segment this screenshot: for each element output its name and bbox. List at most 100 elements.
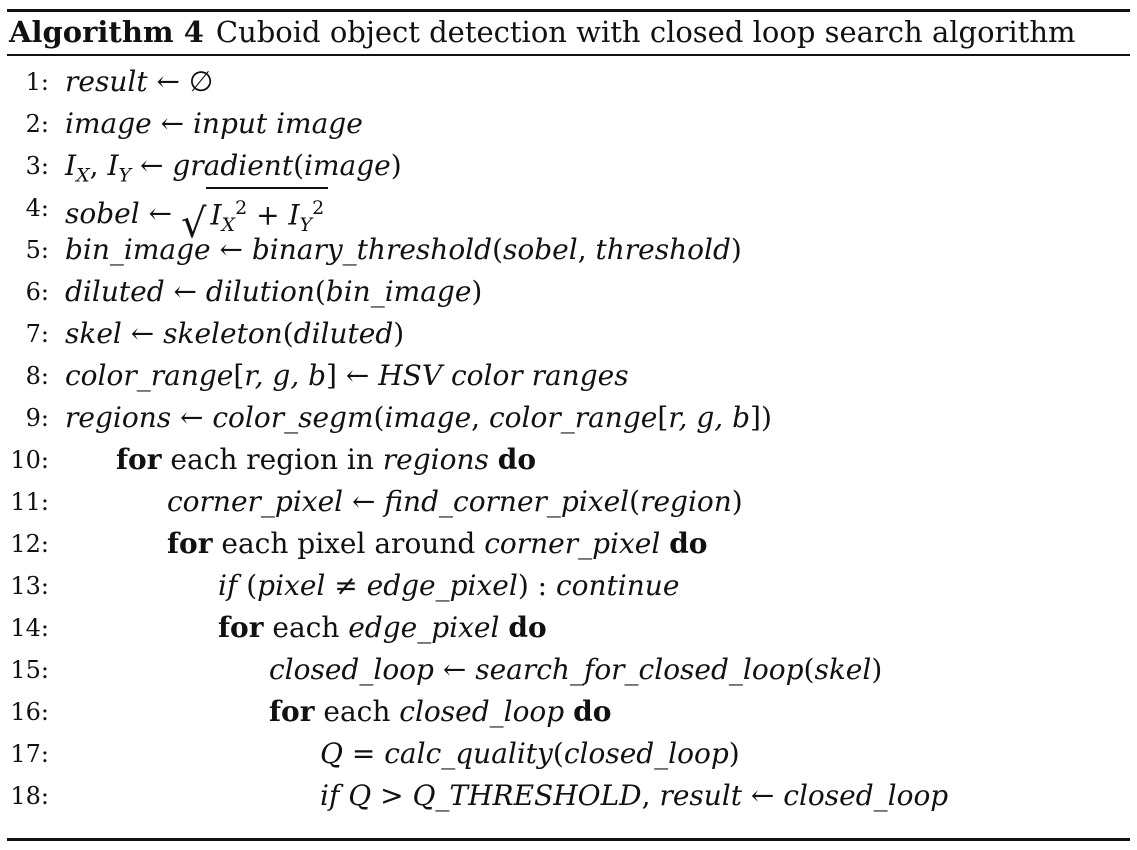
line-code: image ← input image <box>65 103 363 145</box>
math-identifier: find_corner_pixel <box>384 485 630 518</box>
line-code: skel ← skeleton(diluted) <box>65 313 404 355</box>
code-text: ] ← <box>326 359 379 392</box>
algorithm-line: 10: for each region in regions do <box>7 439 1130 481</box>
keyword: do <box>508 611 547 644</box>
algorithm-line: 2: image ← input image <box>7 103 1130 145</box>
math-identifier: gradient <box>172 149 294 182</box>
code-text: each <box>263 611 349 644</box>
line-code: regions ← color_segm(image, color_range[… <box>65 397 772 439</box>
code-text: > <box>371 779 413 812</box>
radical-sign: √ <box>180 200 207 247</box>
code-text: ← <box>171 401 213 434</box>
algorithm-line: 6: diluted ← dilution(bin_image) <box>7 271 1130 313</box>
code-text: , <box>641 779 660 812</box>
algorithm-line: 9: regions ← color_segm(image, color_rang… <box>7 397 1130 439</box>
math-identifier: diluted <box>293 317 394 350</box>
line-code: for each pixel around corner_pixel do <box>167 523 707 565</box>
line-code: result ← ∅ <box>65 61 213 103</box>
math-identifier: I <box>107 149 119 182</box>
math-identifier: I <box>210 198 222 232</box>
math-identifier: region <box>640 485 732 518</box>
code-text: ( <box>282 317 294 350</box>
math-identifier: Y <box>299 213 313 236</box>
math-identifier: diluted <box>65 275 165 308</box>
math-identifier: X <box>76 164 90 187</box>
sqrt-expression: √ IX2 + IY2 <box>180 187 329 247</box>
keyword: do <box>573 695 612 728</box>
math-identifier: pixel <box>257 569 326 602</box>
code-text <box>564 695 573 728</box>
line-number: 5: <box>25 236 49 264</box>
line-number: 16: <box>10 698 49 726</box>
algorithm-title: Cuboid object detection with closed loop… <box>215 15 1076 49</box>
math-identifier: dilution <box>205 275 315 308</box>
code-text: ( <box>293 149 305 182</box>
code-text: ( <box>492 233 503 266</box>
code-text: , <box>577 233 596 266</box>
code-text: ← <box>164 275 206 308</box>
code-text: ) : <box>517 569 556 602</box>
code-text: ← <box>210 233 252 266</box>
math-identifier: if Q <box>320 779 372 812</box>
line-code: bin_image ← binary_threshold(sobel, thre… <box>65 229 742 271</box>
code-text: ← <box>742 779 784 812</box>
math-identifier: input image <box>192 107 363 140</box>
math-identifier: if <box>218 569 238 602</box>
math-identifier: sobel <box>65 196 140 230</box>
math-identifier: corner_pixel <box>167 485 344 518</box>
code-text: ) <box>390 149 402 182</box>
line-number: 12: <box>10 530 49 558</box>
math-identifier: Q_THRESHOLD <box>412 779 642 812</box>
line-number: 18: <box>10 782 49 810</box>
code-text: 2 <box>312 197 325 219</box>
algorithm-line: 4: sobel ← √ IX2 + IY2 <box>7 187 1130 244</box>
math-identifier: regions <box>382 443 489 476</box>
code-text: ( <box>803 653 815 686</box>
math-identifier: bin_image <box>325 275 472 308</box>
math-identifier: X <box>221 213 236 236</box>
code-text: ← <box>121 317 164 350</box>
caption-rule <box>7 54 1130 56</box>
math-identifier: result <box>659 779 743 812</box>
code-text: ← <box>343 485 385 518</box>
line-code: color_range[r, g, b] ← HSV color ranges <box>65 355 629 397</box>
math-identifier: HSV color ranges <box>378 359 629 392</box>
line-code: for each edge_pixel do <box>218 607 547 649</box>
algorithm-line: 13: if (pixel ≠ edge_pixel) : continue <box>7 565 1130 607</box>
keyword: for <box>218 611 264 644</box>
code-text: each pixel around <box>212 527 485 560</box>
code-text: ) <box>730 233 742 266</box>
keyword: for <box>116 443 162 476</box>
math-identifier: skel <box>65 317 122 350</box>
math-identifier: search_for_closed_loop <box>475 653 804 686</box>
math-identifier: skeleton <box>163 317 283 350</box>
line-number: 10: <box>10 446 49 474</box>
math-identifier: skel <box>814 653 872 686</box>
algorithm-line: 12: for each pixel around corner_pixel do <box>7 523 1130 565</box>
line-code: if (pixel ≠ edge_pixel) : continue <box>218 565 679 607</box>
code-text: ( <box>552 737 564 770</box>
line-number: 8: <box>25 362 49 390</box>
code-text: ← <box>131 149 173 182</box>
code-text: , <box>471 401 489 434</box>
line-code: Q = calc_quality(closed_loop) <box>320 733 740 775</box>
line-code: corner_pixel ← find_corner_pixel(region) <box>167 481 743 523</box>
line-number: 1: <box>25 68 49 96</box>
bottom-rule <box>7 838 1130 841</box>
math-identifier: threshold <box>595 233 731 266</box>
algorithm-line: 8: color_range[r, g, b] ← HSV color range… <box>7 355 1130 397</box>
code-text: ← ∅ <box>147 65 214 98</box>
code-text: ( <box>314 275 326 308</box>
algorithm-line: 7: skel ← skeleton(diluted) <box>7 313 1130 355</box>
math-identifier: color_segm <box>212 401 374 434</box>
code-text: ( <box>629 485 641 518</box>
math-identifier: calc_quality <box>384 737 553 770</box>
math-identifier: continue <box>555 569 680 602</box>
radicand: IX2 + IY2 <box>206 187 329 244</box>
math-identifier: Y <box>118 164 132 187</box>
line-number: 2: <box>25 110 49 138</box>
line-code: for each region in regions do <box>116 439 536 481</box>
code-text: [ <box>233 359 245 392</box>
code-text <box>489 443 498 476</box>
code-text: + <box>247 198 289 232</box>
